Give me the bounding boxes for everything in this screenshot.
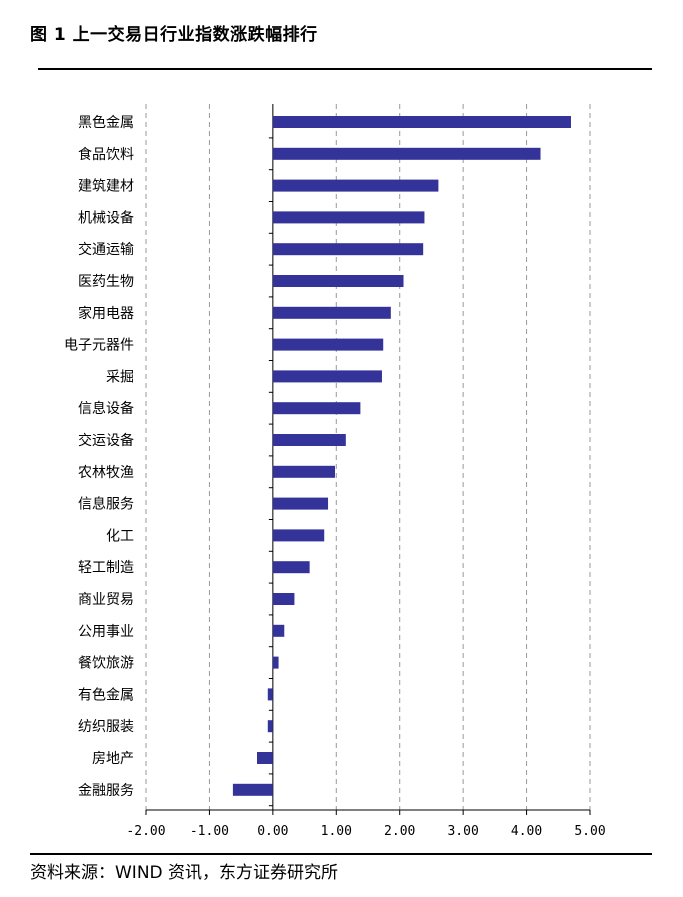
bar bbox=[272, 402, 361, 415]
category-label: 医药生物 bbox=[78, 274, 134, 290]
bar bbox=[272, 116, 571, 128]
x-tick-label: 1.00 bbox=[321, 824, 352, 839]
bar bbox=[272, 147, 541, 160]
category-label: 食品饮料 bbox=[78, 146, 134, 163]
category-label: 机械设备 bbox=[78, 209, 134, 226]
bar bbox=[257, 752, 273, 764]
bar bbox=[267, 720, 273, 733]
bar bbox=[272, 561, 310, 574]
source-note: 资料来源：WIND 资讯，东方证券研究所 bbox=[30, 863, 339, 883]
category-label: 餐饮旅游 bbox=[78, 656, 134, 672]
category-label: 信息设备 bbox=[78, 400, 134, 417]
category-label: 轻工制造 bbox=[78, 560, 134, 576]
category-label: 化工 bbox=[106, 528, 134, 544]
x-tick-label: 2.00 bbox=[384, 824, 415, 839]
category-label: 建筑建材 bbox=[78, 179, 134, 195]
category-label: 房地产 bbox=[92, 751, 134, 767]
category-label: 农林牧渔 bbox=[78, 465, 134, 481]
top-rule bbox=[38, 68, 652, 70]
bar bbox=[232, 783, 273, 796]
bar bbox=[272, 529, 325, 542]
category-label: 黑色金属 bbox=[78, 114, 134, 131]
bar bbox=[272, 465, 336, 478]
bar bbox=[272, 338, 384, 351]
category-label: 家用电器 bbox=[78, 305, 134, 322]
category-label: 公用事业 bbox=[78, 624, 134, 640]
category-label: 采掘 bbox=[106, 369, 134, 385]
bar bbox=[272, 434, 346, 446]
page-title: 图 1 上一交易日行业指数涨跌幅排行 bbox=[30, 25, 318, 45]
category-label: 电子元器件 bbox=[64, 338, 134, 354]
bar bbox=[272, 306, 391, 319]
bar bbox=[272, 211, 425, 224]
bar bbox=[272, 243, 424, 256]
category-label: 金融服务 bbox=[78, 783, 134, 799]
x-tick-label: 5.00 bbox=[574, 824, 605, 839]
bar bbox=[272, 179, 439, 192]
category-label: 交通运输 bbox=[78, 241, 134, 258]
x-tick-label: 4.00 bbox=[511, 824, 542, 839]
bar bbox=[272, 593, 295, 605]
bar bbox=[272, 624, 285, 637]
x-tick-label: 3.00 bbox=[447, 824, 478, 839]
category-label: 有色金属 bbox=[78, 686, 134, 703]
x-tick-label: -1.00 bbox=[190, 824, 229, 839]
x-tick-label: -2.00 bbox=[126, 824, 165, 839]
category-label: 交运设备 bbox=[78, 432, 134, 449]
category-label: 商业贸易 bbox=[78, 592, 134, 608]
bar bbox=[272, 497, 329, 510]
bottom-rule bbox=[30, 853, 652, 855]
category-label: 纺织服装 bbox=[78, 719, 134, 735]
x-tick-label: 0.00 bbox=[257, 824, 288, 839]
bar bbox=[272, 370, 382, 383]
category-label: 信息服务 bbox=[78, 496, 134, 513]
bar bbox=[272, 656, 279, 669]
bar bbox=[267, 688, 273, 701]
bar bbox=[272, 275, 404, 287]
